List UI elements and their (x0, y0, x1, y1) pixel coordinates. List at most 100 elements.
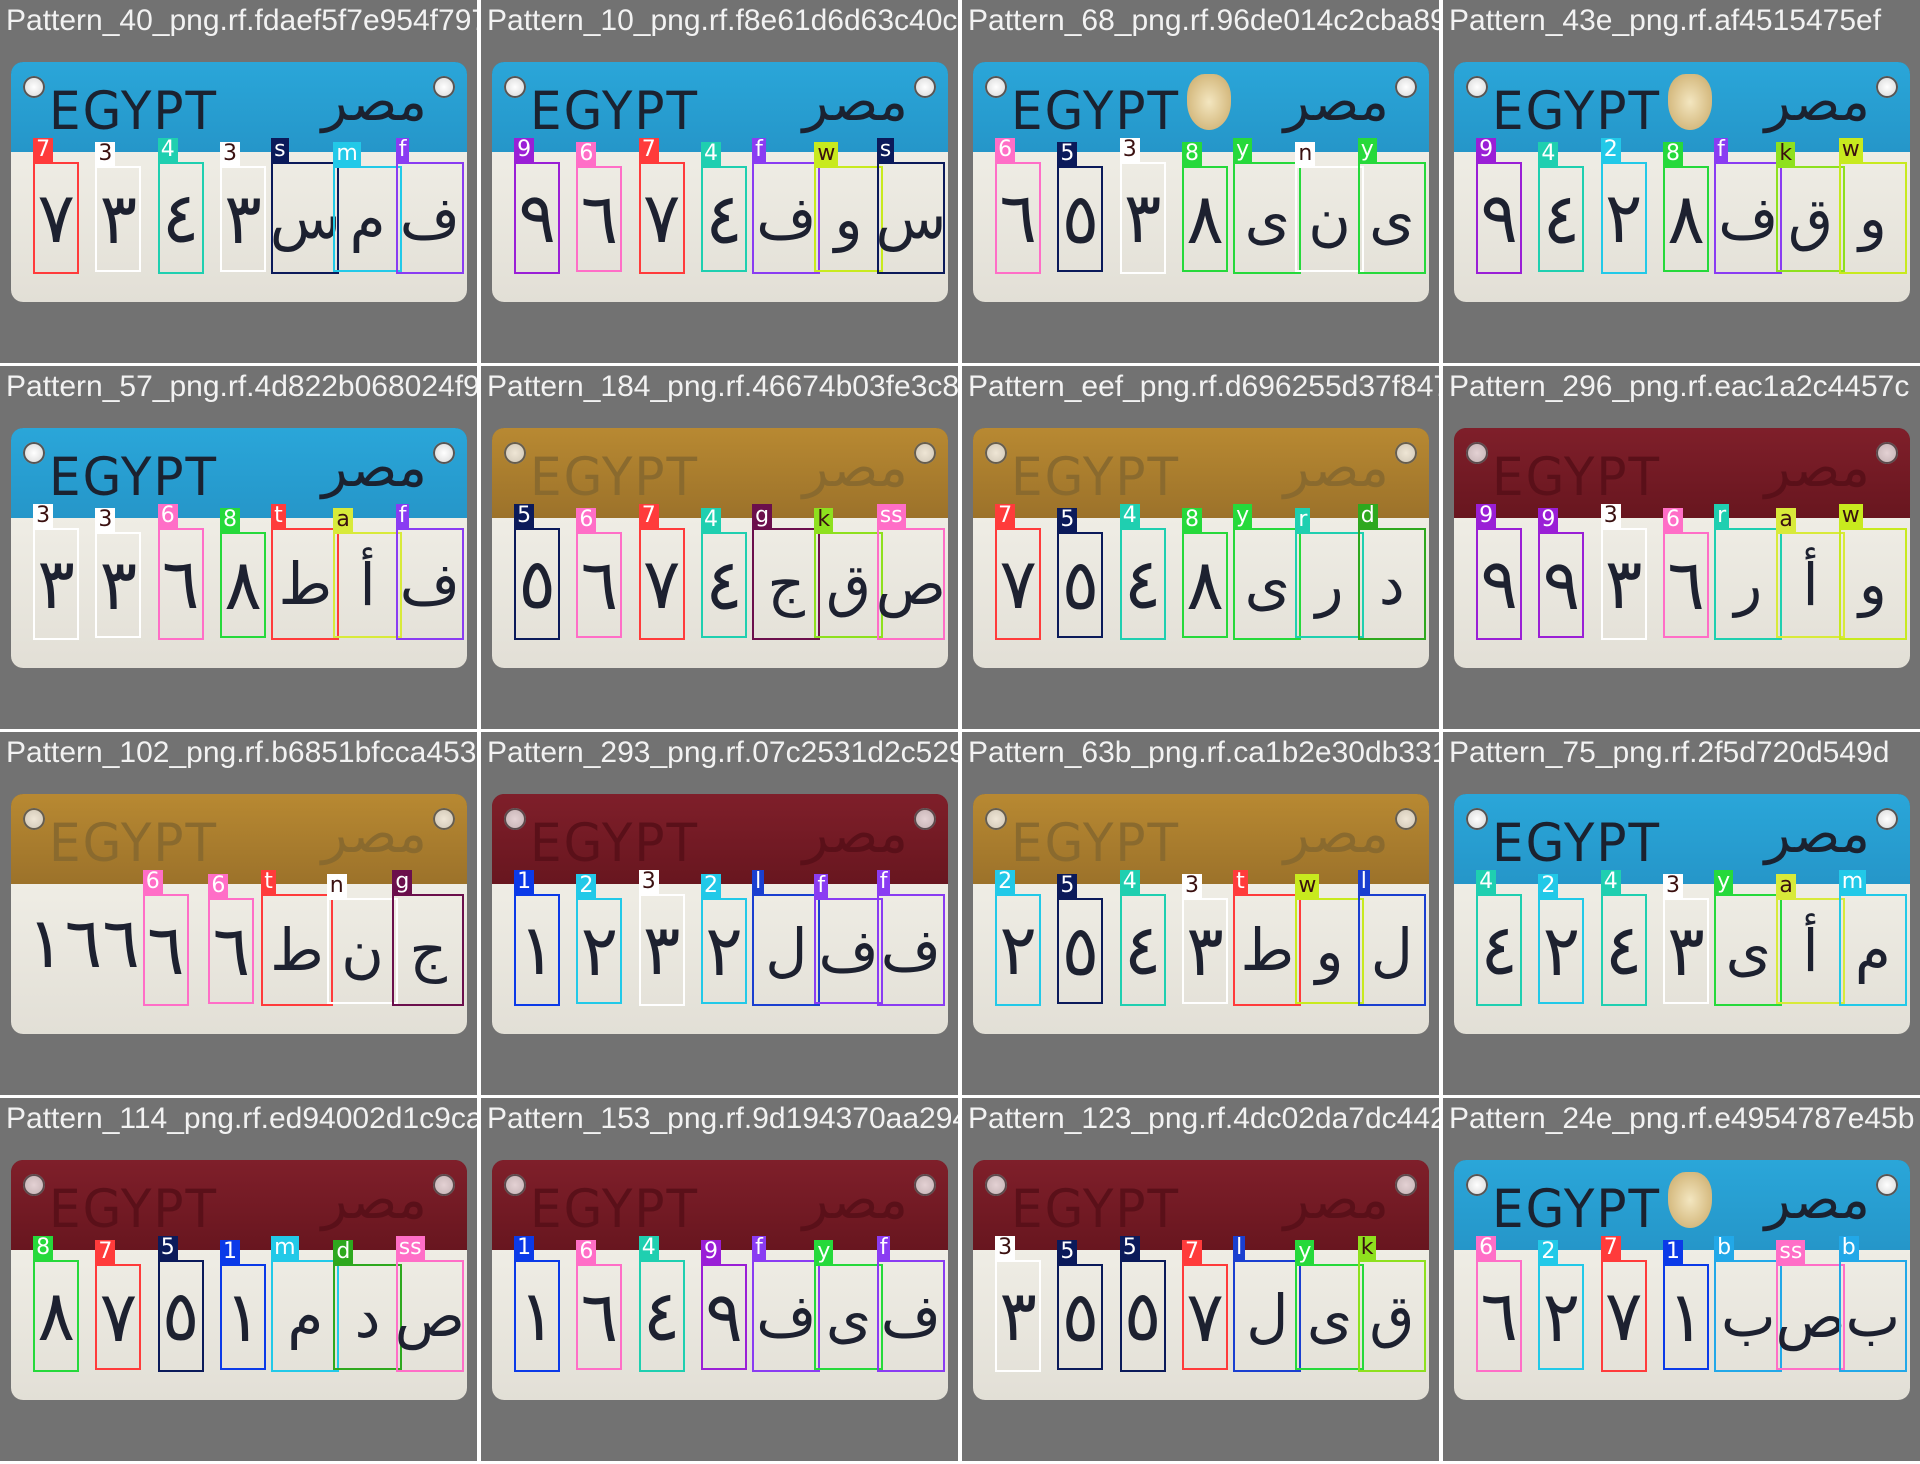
character-glyph: ٦ (146, 909, 185, 991)
class-label: 6 (1663, 508, 1683, 532)
character-glyph: ن (341, 917, 384, 985)
character-glyph: ى (1244, 184, 1290, 252)
character-glyph: د (1378, 550, 1405, 618)
prediction-tile: Pattern_43e_png.rf.af4515475ef EGYPT مصر ٩ 9… (1443, 0, 1920, 363)
plate-rivet (23, 442, 45, 464)
character-glyph: ٩ (705, 1276, 743, 1358)
character-glyph: ط (270, 916, 324, 984)
license-plate: EGYPT مصر ٩ 9 ٦ 6 ٧ 7 ٤ 4 ف f و w س s (492, 62, 948, 302)
class-label: 9 (1538, 508, 1559, 532)
class-label: 5 (1057, 1240, 1078, 1264)
class-label: l (1233, 1236, 1246, 1260)
character-glyph: ٧ (99, 1276, 138, 1358)
class-label: 4 (1538, 142, 1559, 166)
tile-title: Pattern_24e_png.rf.e4954787e45b (1449, 1102, 1915, 1135)
prediction-tile: Pattern_24e_png.rf.e4954787e45b EGYPT مصر ٦… (1443, 1098, 1920, 1461)
character-glyph: ٩ (1480, 543, 1518, 625)
character-glyph: ب (1845, 1282, 1901, 1350)
prediction-tile: Pattern_293_png.rf.07c2531d2c5297e9e7691… (481, 732, 958, 1095)
class-label: 6 (1476, 1236, 1497, 1260)
character-glyph: ٣ (99, 178, 138, 260)
class-label: ss (395, 1236, 425, 1260)
plate-top-band: EGYPT مصر (1454, 62, 1910, 152)
class-label: 2 (701, 874, 721, 898)
character-glyph: ٤ (1123, 909, 1162, 991)
unlabeled-glyphs: ١٦٦ (27, 902, 140, 984)
class-label: 3 (95, 142, 116, 166)
plate-rivet (914, 442, 936, 464)
plate-rivet (504, 76, 526, 98)
character-glyph: ج (767, 550, 805, 618)
character-glyph: ٦ (580, 1276, 619, 1358)
tile-title: Pattern_102_png.rf.b6851bfcca4535e6fe293 (6, 736, 477, 769)
plate-character-area (1454, 884, 1910, 1034)
plate-misr-text: مصر (1764, 802, 1870, 865)
character-glyph: ٦ (212, 910, 251, 992)
class-label: 3 (638, 870, 659, 894)
tile-title: Pattern_184_png.rf.46674b03fe3c8ebb3647f (487, 370, 958, 403)
character-glyph: ٤ (705, 178, 743, 260)
class-label: a (1776, 874, 1796, 898)
character-glyph: س (875, 184, 947, 252)
prediction-tile: Pattern_10_png.rf.f8e61d6d63c40c27be7d68… (481, 0, 958, 363)
plate-character-area (11, 884, 467, 1034)
plate-egypt-text: EGYPT (530, 446, 700, 508)
license-plate: EGYPT مصر ٩ 9 ٤ 4 ٢ 2 ٨ 8 ف f ق k و w (1454, 62, 1910, 302)
character-glyph: ٣ (99, 544, 138, 626)
class-label: t (261, 870, 276, 894)
character-glyph: ٥ (1061, 910, 1100, 992)
plate-rivet (1395, 1174, 1417, 1196)
class-label: 2 (576, 874, 597, 898)
plate-top-band: EGYPT مصر (973, 1160, 1429, 1250)
class-label: a (1776, 508, 1796, 532)
character-glyph: ق (826, 551, 872, 619)
character-glyph: ى (1244, 550, 1290, 618)
class-label: 6 (995, 138, 1016, 162)
class-label: l (752, 870, 765, 894)
class-label: 9 (1476, 504, 1497, 528)
plate-misr-text: مصر (1283, 1168, 1389, 1231)
character-glyph: و (1858, 550, 1887, 618)
plate-rivet (1466, 808, 1488, 830)
class-label: f (1714, 138, 1728, 162)
class-label: 5 (1057, 874, 1078, 898)
tile-title: Pattern_57_png.rf.4d822b068024f9aefd5486 (6, 370, 477, 403)
character-glyph: ١ (518, 909, 556, 991)
plate-character-area (492, 152, 948, 302)
class-label: 4 (1119, 504, 1140, 528)
plate-top-band: EGYPT مصر (11, 62, 467, 152)
class-label: 5 (514, 504, 535, 528)
plate-egypt-text: EGYPT (530, 1178, 700, 1240)
plate-rivet (1466, 76, 1488, 98)
class-label: 8 (220, 508, 240, 532)
character-glyph: ٦ (1667, 544, 1705, 626)
class-label: m (333, 142, 361, 166)
